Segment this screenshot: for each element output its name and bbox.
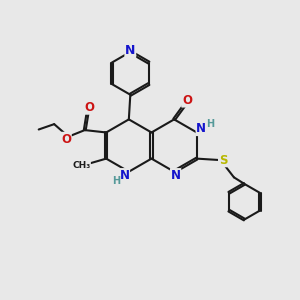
Text: N: N	[196, 122, 206, 135]
Text: N: N	[125, 44, 136, 57]
Text: H: H	[206, 119, 214, 129]
Text: H: H	[112, 176, 120, 186]
Text: CH₃: CH₃	[72, 161, 90, 170]
Text: O: O	[84, 101, 94, 114]
Text: O: O	[61, 133, 71, 146]
Text: N: N	[119, 169, 129, 182]
Text: N: N	[171, 169, 181, 182]
Text: O: O	[182, 94, 192, 107]
Text: S: S	[219, 154, 227, 166]
